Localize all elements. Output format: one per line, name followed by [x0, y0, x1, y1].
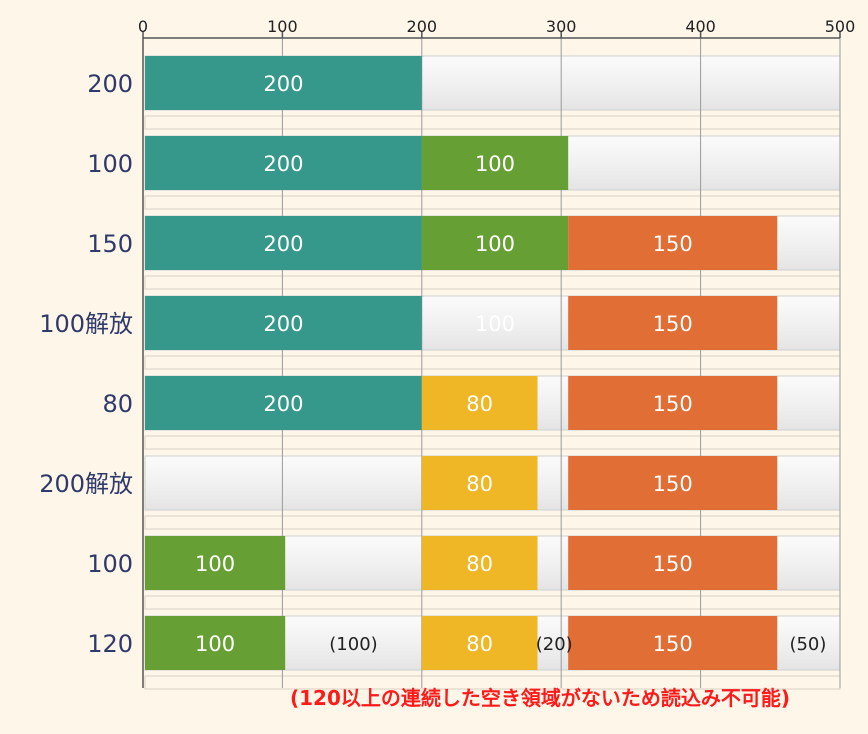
error-note: (120以上の連続した空き領域がないため読込み不可能): [290, 686, 790, 710]
bar-label: 200: [263, 232, 303, 256]
free-space-label: (50): [789, 634, 826, 655]
bar-segment: [421, 536, 538, 590]
labels: 200 200 100 200 100 150 200 100 150 100解放 200 100 15…: [39, 70, 826, 658]
bar-segment: [145, 616, 286, 670]
bar-segment: [568, 456, 778, 510]
x-tick-label: 0: [138, 17, 148, 36]
bar-label: 100: [475, 232, 515, 256]
bar-label: 150: [653, 552, 693, 576]
free-space-label: (100): [329, 634, 377, 655]
row-label: 120: [87, 630, 133, 658]
bar-label: 150: [653, 392, 693, 416]
bar-label: 100: [195, 552, 235, 576]
bar-label: 80: [466, 552, 493, 576]
bar-label: 200: [263, 392, 303, 416]
bar-label: 80: [466, 632, 493, 656]
bar-label: 200: [263, 312, 303, 336]
bar-label: 100: [475, 312, 515, 336]
bar-segment: [145, 136, 422, 190]
row-label: 80: [102, 390, 133, 418]
bar-label: 100: [195, 632, 235, 656]
bar-segment: [145, 536, 286, 590]
row-separator: [144, 515, 841, 530]
bar-segment: [421, 456, 538, 510]
x-tick-label: 200: [407, 17, 438, 36]
row-label: 100: [87, 150, 133, 178]
bar-segment: [421, 136, 569, 190]
x-tick-label: 500: [825, 17, 856, 36]
bar-segment: [568, 536, 778, 590]
row-separator: [144, 275, 841, 290]
bar-segment: [568, 376, 778, 430]
bar-label: 200: [263, 72, 303, 96]
bar-segment: [421, 616, 538, 670]
row-separator: [144, 195, 841, 210]
row-label: 150: [87, 230, 133, 258]
x-tick-label: 400: [685, 17, 716, 36]
bar-label: 150: [653, 232, 693, 256]
bar-label: 150: [653, 632, 693, 656]
bar-segment: [421, 376, 538, 430]
bar-segment: [145, 216, 422, 270]
free-space-label: (20): [536, 634, 573, 655]
bar-segment: [145, 296, 422, 350]
bar-label: 200: [263, 152, 303, 176]
row-label: 100解放: [39, 310, 133, 338]
bar-segment: [421, 216, 569, 270]
bar-segment: [145, 56, 422, 110]
x-tick-label: 300: [546, 17, 577, 36]
bar-label: 80: [466, 472, 493, 496]
bar-label: 100: [475, 152, 515, 176]
x-axis: 0 100 200 300 400 500: [138, 17, 855, 688]
row-separator: [144, 115, 841, 130]
bars: [145, 56, 778, 670]
x-tick-label: 100: [267, 17, 298, 36]
row-separator: [144, 595, 841, 610]
bar-label: 150: [653, 472, 693, 496]
bar-label: 80: [466, 392, 493, 416]
bar-segment: [568, 616, 778, 670]
bar-segment: [145, 376, 422, 430]
row-separator: [144, 355, 841, 370]
row-label: 100: [87, 550, 133, 578]
row-label: 200解放: [39, 470, 133, 498]
bar-segment: [568, 296, 778, 350]
bar-segment: [568, 216, 778, 270]
row-separator: [144, 435, 841, 450]
bar-label: 150: [653, 312, 693, 336]
row-label: 200: [87, 70, 133, 98]
